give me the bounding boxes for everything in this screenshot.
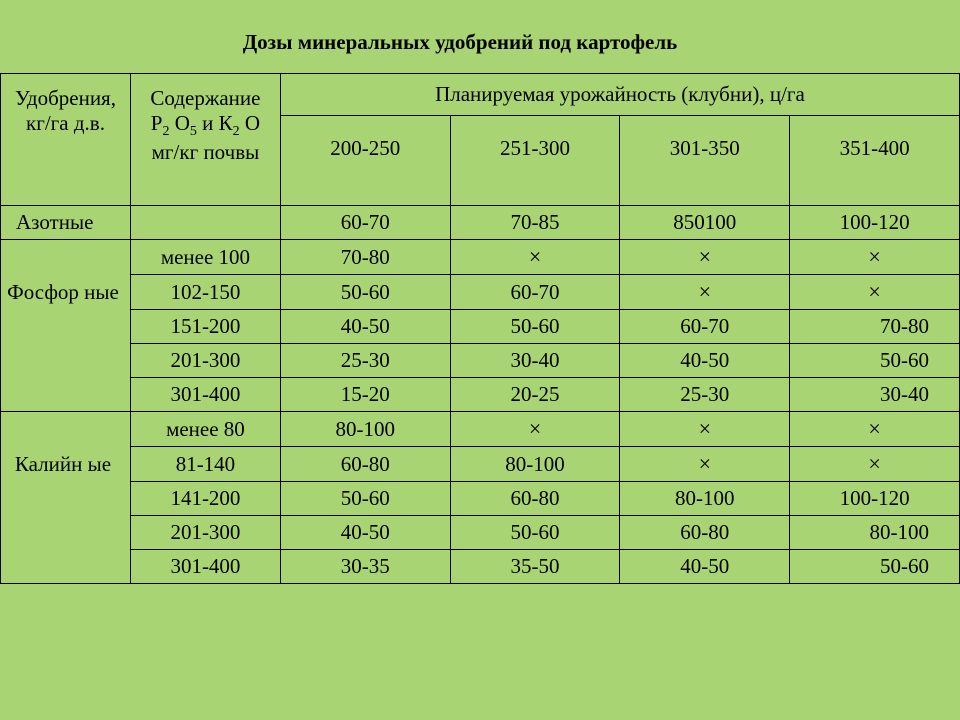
header-content: Содержание P2 O5 и К2 O мг/кг почвы [130, 74, 280, 206]
nitrogen-val-2: 850100 [620, 206, 790, 240]
nitrogen-content [130, 206, 280, 240]
pot-val-1-1: 80-100 [450, 447, 620, 482]
phos-val-3-3: 50-60 [790, 344, 960, 378]
phos-content-4: 301-400 [130, 378, 280, 412]
pot-val-1-0: 60-80 [280, 447, 450, 482]
potassium-row-1: 81-140 60-80 80-100 × × [1, 447, 960, 482]
pot-val-4-1: 35-50 [450, 550, 620, 584]
content-formula: P2 O5 и К2 O [151, 111, 260, 135]
phos-val-4-1: 20-25 [450, 378, 620, 412]
yield-range-2: 301-350 [620, 116, 790, 206]
phos-content-1: 102-150 [130, 275, 280, 310]
potassium-row-4: 301-400 30-35 35-50 40-50 50-60 [1, 550, 960, 584]
nitrogen-val-1: 70-85 [450, 206, 620, 240]
pot-val-2-1: 60-80 [450, 482, 620, 516]
phos-val-0-1: × [450, 240, 620, 275]
potassium-row-0: Калийн ые менее 80 80-100 × × × [1, 412, 960, 447]
phos-val-3-0: 25-30 [280, 344, 450, 378]
pot-content-4: 301-400 [130, 550, 280, 584]
phosphorus-row-2: 151-200 40-50 50-60 60-70 70-80 [1, 310, 960, 344]
pot-val-2-2: 80-100 [620, 482, 790, 516]
table-title: Дозы минеральных удобрений под картофель [0, 30, 960, 55]
pot-val-2-3: 100-120 [790, 482, 960, 516]
pot-val-4-3: 50-60 [790, 550, 960, 584]
header-yield-plan: Планируемая урожайность (клубни), ц/га [280, 74, 959, 116]
pot-content-2: 141-200 [130, 482, 280, 516]
pot-val-4-0: 30-35 [280, 550, 450, 584]
phosphorus-row-0: Фосфор ные менее 100 70-80 × × × [1, 240, 960, 275]
yield-range-3: 351-400 [790, 116, 960, 206]
header-fertilizers: Удобрения, кг/га д.в. [1, 74, 131, 206]
pot-val-3-0: 40-50 [280, 516, 450, 550]
phos-val-3-1: 30-40 [450, 344, 620, 378]
nitrogen-val-0: 60-70 [280, 206, 450, 240]
fertilizer-dose-table: Удобрения, кг/га д.в. Содержание P2 O5 и… [0, 73, 960, 584]
pot-val-4-2: 40-50 [620, 550, 790, 584]
phos-val-1-1: 60-70 [450, 275, 620, 310]
content-label-line1: Содержание [150, 86, 260, 110]
phosphorus-row-3: 201-300 25-30 30-40 40-50 50-60 [1, 344, 960, 378]
pot-val-3-1: 50-60 [450, 516, 620, 550]
phos-val-0-0: 70-80 [280, 240, 450, 275]
content-label-line3: мг/кг почвы [152, 140, 260, 164]
phosphorus-row-4: 301-400 15-20 20-25 25-30 30-40 [1, 378, 960, 412]
phos-content-2: 151-200 [130, 310, 280, 344]
nitrogen-row: Азотные 60-70 70-85 850100 100-120 [1, 206, 960, 240]
phos-val-3-2: 40-50 [620, 344, 790, 378]
phos-val-1-2: × [620, 275, 790, 310]
potassium-row-3: 201-300 40-50 50-60 60-80 80-100 [1, 516, 960, 550]
phosphorus-name: Фосфор ные [1, 240, 131, 412]
phos-val-1-3: × [790, 275, 960, 310]
phos-val-1-0: 50-60 [280, 275, 450, 310]
phos-val-2-0: 40-50 [280, 310, 450, 344]
pot-content-1: 81-140 [130, 447, 280, 482]
phos-val-4-0: 15-20 [280, 378, 450, 412]
pot-val-3-3: 80-100 [790, 516, 960, 550]
pot-val-0-2: × [620, 412, 790, 447]
phos-val-0-2: × [620, 240, 790, 275]
pot-val-2-0: 50-60 [280, 482, 450, 516]
phos-content-3: 201-300 [130, 344, 280, 378]
phos-content-0: менее 100 [130, 240, 280, 275]
phos-val-4-3: 30-40 [790, 378, 960, 412]
phos-val-4-2: 25-30 [620, 378, 790, 412]
pot-val-0-3: × [790, 412, 960, 447]
potassium-name: Калийн ые [1, 412, 131, 584]
pot-content-3: 201-300 [130, 516, 280, 550]
yield-range-0: 200-250 [280, 116, 450, 206]
pot-content-0: менее 80 [130, 412, 280, 447]
potassium-row-2: 141-200 50-60 60-80 80-100 100-120 [1, 482, 960, 516]
pot-val-0-0: 80-100 [280, 412, 450, 447]
phos-val-2-1: 50-60 [450, 310, 620, 344]
header-row-1: Удобрения, кг/га д.в. Содержание P2 O5 и… [1, 74, 960, 116]
pot-val-1-2: × [620, 447, 790, 482]
phosphorus-row-1: 102-150 50-60 60-70 × × [1, 275, 960, 310]
pot-val-3-2: 60-80 [620, 516, 790, 550]
phos-val-0-3: × [790, 240, 960, 275]
nitrogen-name: Азотные [1, 206, 131, 240]
phos-val-2-2: 60-70 [620, 310, 790, 344]
yield-range-1: 251-300 [450, 116, 620, 206]
phos-val-2-3: 70-80 [790, 310, 960, 344]
pot-val-0-1: × [450, 412, 620, 447]
pot-val-1-3: × [790, 447, 960, 482]
nitrogen-val-3: 100-120 [790, 206, 960, 240]
